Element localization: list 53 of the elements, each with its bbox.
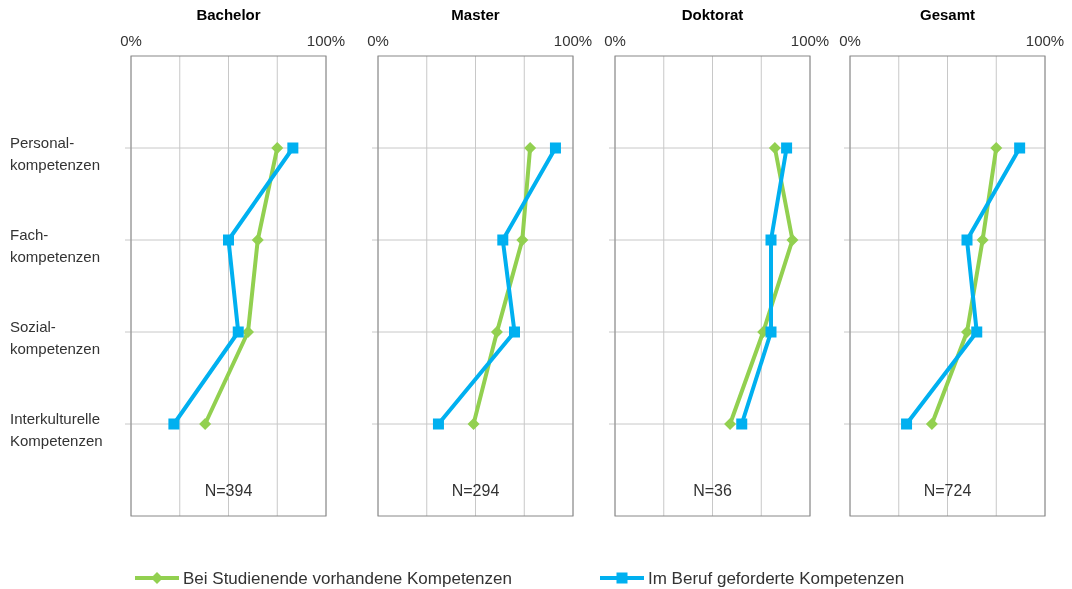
point: [549, 142, 561, 154]
point: [516, 234, 529, 246]
legend-label: Im Beruf geforderte Kompetenzen: [648, 569, 905, 588]
x-tick-label: 100%: [790, 32, 830, 49]
point: [232, 326, 244, 338]
point: [242, 326, 254, 338]
point: [168, 418, 180, 430]
point: [724, 418, 737, 430]
point: [736, 418, 748, 430]
annotation: N=724: [923, 482, 972, 499]
point: [765, 326, 777, 338]
point: [271, 142, 284, 154]
annotation: N=294: [451, 482, 500, 499]
point: [976, 234, 989, 246]
point: [990, 142, 1003, 154]
point: [524, 142, 537, 154]
point: [1014, 142, 1026, 154]
point: [768, 142, 781, 154]
x-tick-label: 0%: [839, 32, 861, 49]
x-tick-label: 0%: [367, 32, 389, 49]
point: [925, 418, 938, 430]
x-tick-label: 100%: [1025, 32, 1065, 49]
point: [961, 326, 973, 338]
point: [287, 142, 299, 154]
point: [786, 234, 799, 246]
point: [251, 234, 264, 246]
annotation: N=36: [693, 482, 732, 499]
x-tick-label: 100%: [306, 32, 346, 49]
point: [509, 326, 520, 338]
chart-title: Doktorat: [681, 6, 744, 23]
y-tick-label: Personal- kompetenzen: [10, 134, 101, 173]
point: [223, 234, 234, 246]
point: [467, 418, 480, 430]
y-tick-label: Sozial- kompetenzen: [10, 318, 101, 357]
point: [961, 234, 973, 246]
chart-title: Gesamt: [919, 6, 976, 23]
chart-title: Master: [451, 6, 500, 23]
y-tick-label: Fach- kompetenzen: [10, 226, 101, 265]
point: [199, 418, 212, 430]
chart-title: Bachelor: [196, 6, 261, 23]
point: [901, 418, 913, 430]
point: [781, 142, 793, 154]
x-tick-label: 100%: [553, 32, 593, 49]
point: [765, 234, 777, 246]
y-tick-label: Interkulturelle Kompetenzen: [10, 410, 103, 449]
legend-label: Bei Studienende vorhandene Kompetenzen: [183, 569, 512, 588]
point: [497, 234, 509, 246]
point: [490, 326, 503, 338]
point: [432, 418, 444, 430]
point: [971, 326, 983, 338]
x-tick-label: 0%: [604, 32, 626, 49]
annotation: N=394: [204, 482, 253, 499]
x-tick-label: 0%: [120, 32, 142, 49]
